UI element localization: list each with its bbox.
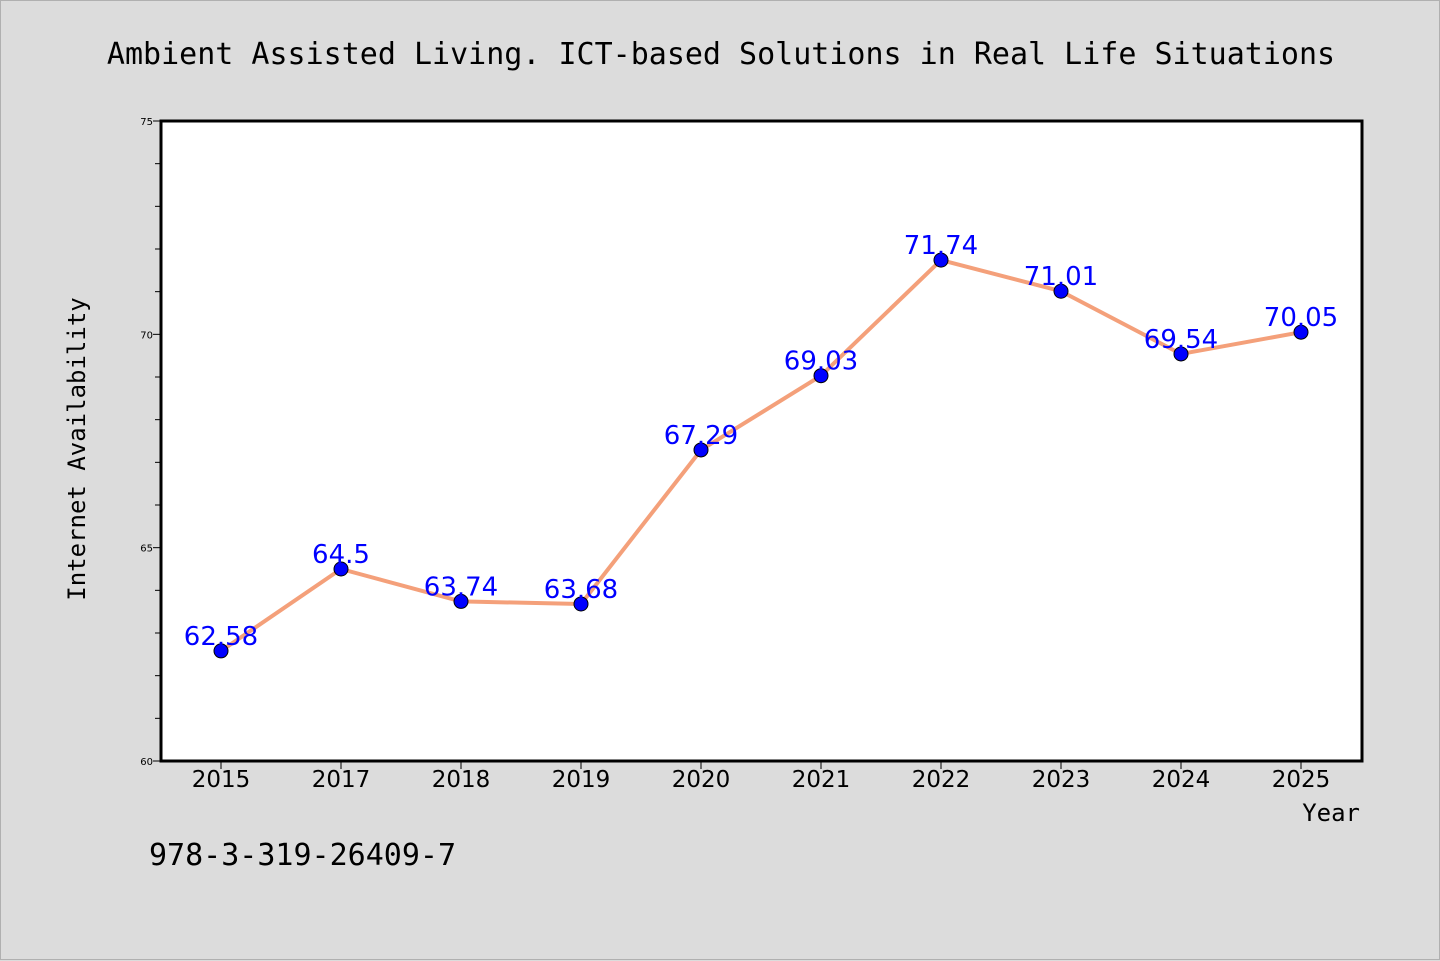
plot-area <box>159 119 1364 763</box>
data-point <box>693 442 709 458</box>
data-label: 71.01 <box>1024 262 1098 292</box>
x-axis: 2015 2017 2018 2019 2020 2021 2022 2023 2024 2025 <box>192 761 1331 793</box>
data-point <box>213 643 229 659</box>
data-point <box>573 596 589 612</box>
x-tick-label: 2022 <box>912 767 971 793</box>
data-label: 71.74 <box>904 231 978 261</box>
x-axis-title: Year <box>1302 799 1360 827</box>
series-line <box>219 258 1303 653</box>
data-label: 63.74 <box>424 572 498 602</box>
y-tick-label: 60 <box>140 757 153 768</box>
y-axis-title: Internet Availability <box>63 297 91 600</box>
isbn-text: 978-3-319-26409-7 <box>149 838 456 873</box>
data-label: 64.5 <box>312 540 370 570</box>
series-layer <box>213 252 1309 659</box>
x-tick-label: 2019 <box>552 767 611 793</box>
data-label: 63.68 <box>544 575 618 605</box>
x-tick-label: 2018 <box>432 767 491 793</box>
x-tick-label: 2021 <box>792 767 851 793</box>
y-tick-label: 65 <box>140 544 153 555</box>
x-tick-label: 2015 <box>192 767 251 793</box>
y-axis: 60 65 70 75 <box>140 117 161 768</box>
data-point <box>1293 324 1309 340</box>
x-tick-label: 2017 <box>312 767 371 793</box>
data-labels: 62.58 64.5 63.74 63.68 67.29 69.03 71.74 71.01 6… <box>184 231 1338 652</box>
data-label: 69.54 <box>1144 325 1218 355</box>
data-point <box>333 561 349 577</box>
y-tick-label: 75 <box>140 117 153 128</box>
x-tick-label: 2025 <box>1272 767 1331 793</box>
y-tick-label: 70 <box>140 330 153 341</box>
data-label: 69.03 <box>784 347 858 377</box>
data-point <box>813 368 829 384</box>
data-label: 67.29 <box>664 421 738 451</box>
data-point <box>1173 346 1189 362</box>
x-tick-label: 2020 <box>672 767 731 793</box>
x-tick-label: 2023 <box>1032 767 1091 793</box>
x-tick-label: 2024 <box>1152 767 1211 793</box>
data-point <box>1053 283 1069 299</box>
chart-title: Ambient Assisted Living. ICT-based Solut… <box>107 37 1335 72</box>
data-label: 70.05 <box>1264 303 1338 333</box>
data-label: 62.58 <box>184 622 258 652</box>
data-point <box>453 593 469 609</box>
data-point <box>933 252 949 268</box>
